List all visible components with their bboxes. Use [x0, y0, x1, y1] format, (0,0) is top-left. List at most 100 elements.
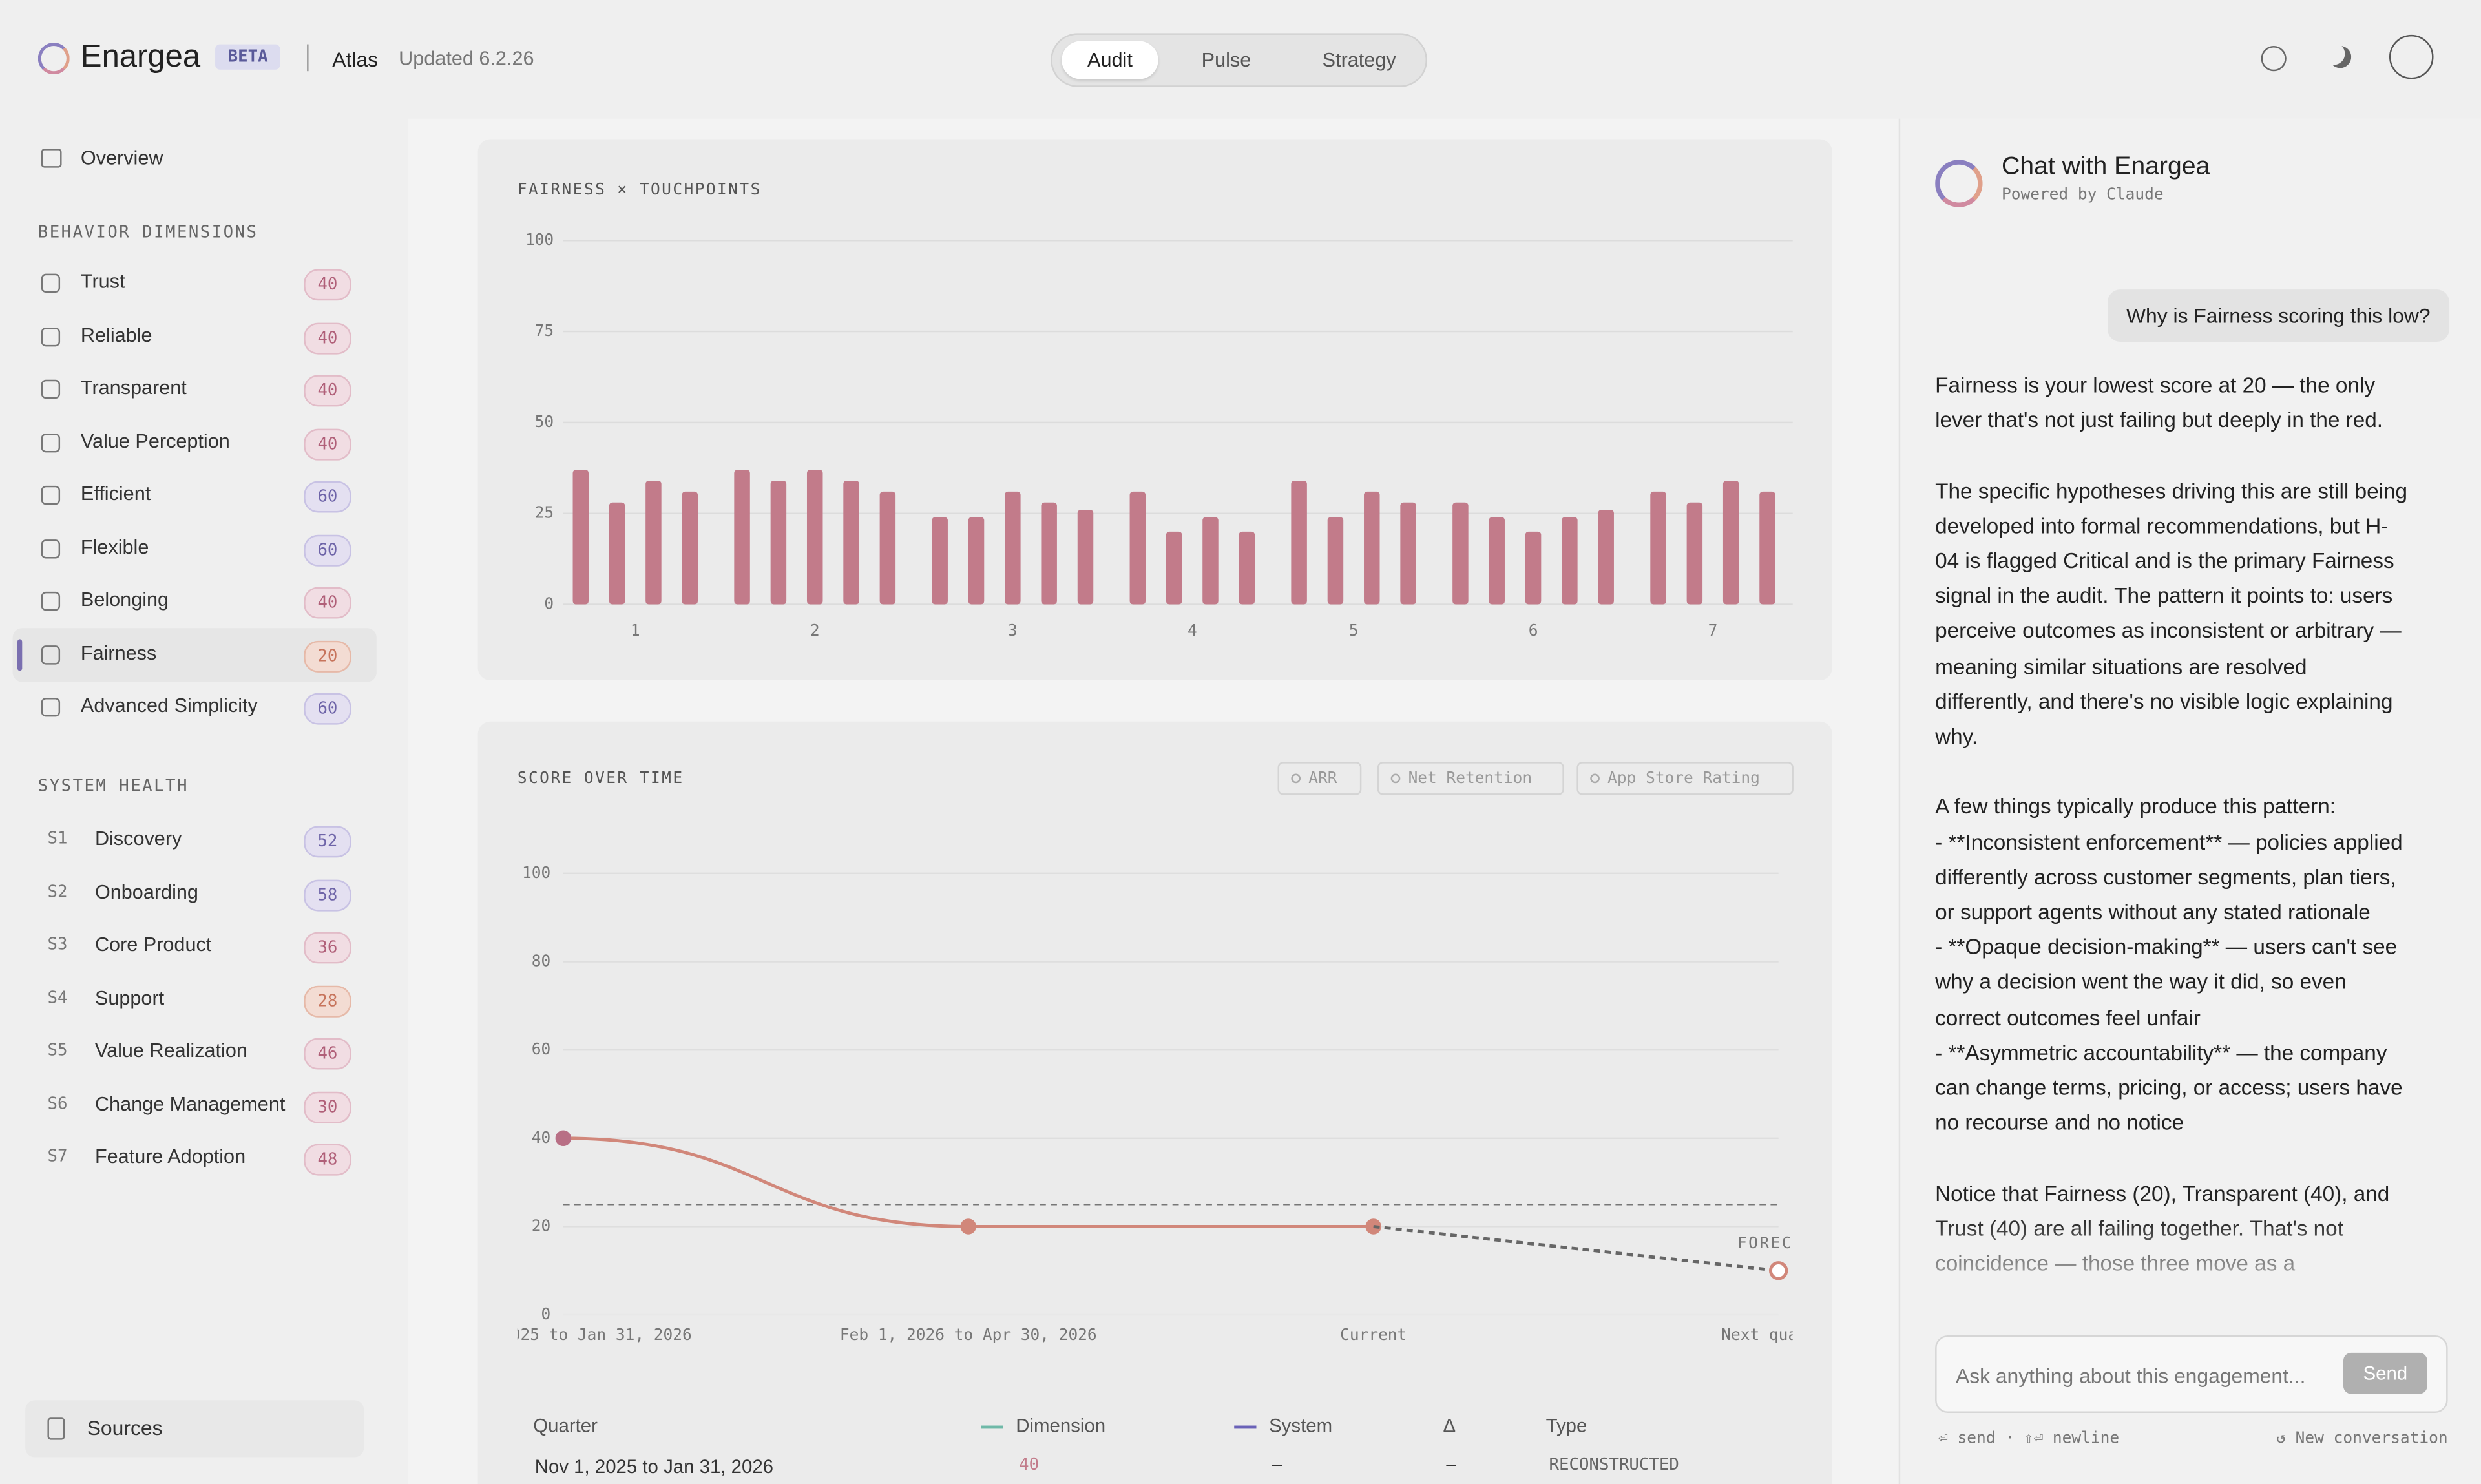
system-name[interactable]: Core Product — [94, 933, 212, 956]
bar — [572, 470, 589, 605]
legend-swatch — [981, 1425, 1003, 1429]
dimension-name[interactable]: Belonging — [80, 589, 169, 611]
answer-paragraph: The specific hypotheses driving this are… — [1935, 479, 2408, 749]
system-name[interactable]: Value Realization — [94, 1039, 247, 1062]
x-tick-label: Feb 1, 2026 to Apr 30, 2026 — [840, 1325, 1097, 1344]
x-tick-label: 5 — [1349, 621, 1359, 640]
dimension-name[interactable]: Transparent — [80, 376, 187, 399]
score-badge: 46 — [304, 1038, 351, 1070]
score-badge: 40 — [304, 322, 351, 354]
system-name[interactable]: Support — [94, 986, 165, 1009]
x-tick-label: Next quarter — [1721, 1325, 1836, 1344]
dimension-icon — [41, 485, 61, 505]
sources-button[interactable] — [25, 1400, 364, 1458]
y-tick-label: 100 — [525, 230, 554, 249]
score-badge: 20 — [304, 640, 351, 672]
table-cell: Nov 1, 2025 to Jan 31, 2026 — [534, 1456, 774, 1478]
score-badge: 60 — [304, 481, 351, 513]
x-tick-label: 6 — [1529, 621, 1538, 640]
legend-dot — [1390, 773, 1401, 784]
score-badge: 40 — [304, 375, 351, 407]
sidebar: Overview BEHAVIOR DIMENSIONS Trust 40 Reliab… — [0, 119, 408, 1484]
system-code: S6 — [47, 1094, 68, 1113]
tab[interactable]: Strategy — [1322, 48, 1396, 72]
dimension-name[interactable]: Trust — [80, 270, 125, 293]
chart-title: FAIRNESS × TOUCHPOINTS — [518, 180, 762, 198]
point — [555, 1130, 572, 1147]
y-tick-label: 75 — [535, 321, 554, 340]
tab-bar: Audit Pulse Strategy — [1051, 33, 1427, 87]
answer-paragraph: Fairness is your lowest score at 20 — th… — [1935, 373, 2383, 433]
send-button[interactable]: Send — [2343, 1352, 2427, 1394]
score-badge: 40 — [304, 269, 351, 301]
system-name[interactable]: Change Management — [94, 1092, 286, 1115]
dimension-name[interactable]: Fairness — [80, 642, 157, 664]
legend-dot — [1590, 773, 1600, 784]
system-name[interactable]: Discovery — [94, 827, 182, 850]
line-card — [477, 721, 1832, 1484]
score-badge: 48 — [304, 1144, 351, 1176]
y-tick-label: 0 — [544, 594, 554, 613]
score-badge: 52 — [304, 826, 351, 858]
tab[interactable]: Audit — [1062, 41, 1158, 79]
section-heading: SYSTEM HEALTH — [37, 777, 189, 796]
project: Atlas — [332, 47, 379, 72]
beta-badge: BETA — [215, 44, 281, 70]
y-tick-label: 80 — [532, 951, 550, 970]
dimension-name[interactable]: Efficient — [80, 482, 151, 505]
y-tick-label: 50 — [535, 412, 554, 431]
chat-subtitle: Powered by Claude — [2001, 186, 2164, 204]
tab[interactable]: Pulse — [1201, 48, 1251, 72]
bar — [609, 502, 625, 605]
chart-title: SCORE OVER TIME — [518, 768, 684, 787]
score-badge: 36 — [304, 932, 351, 964]
answer-paragraph: Notice that Fairness (20), Transparent (… — [1935, 1181, 2390, 1275]
dimension-icon — [41, 432, 61, 452]
dimension-icon — [41, 591, 61, 611]
table-cell: — — [1446, 1456, 1456, 1475]
dimension-icon — [41, 538, 61, 558]
score-badge: 40 — [304, 587, 351, 619]
nav-icon — [41, 149, 62, 168]
bar — [1041, 502, 1057, 605]
system-name[interactable]: Feature Adoption — [94, 1145, 246, 1168]
y-tick-label: 20 — [532, 1216, 550, 1235]
bar — [645, 481, 662, 605]
y-tick-label: 40 — [532, 1128, 550, 1147]
score-badge: 60 — [304, 534, 351, 566]
bar — [1077, 510, 1094, 605]
bar — [1489, 517, 1505, 605]
x-tick-label: 3 — [1008, 621, 1018, 640]
nav-item[interactable]: Overview — [80, 147, 163, 170]
avatar[interactable] — [2389, 34, 2434, 79]
legend-label: ARR — [1308, 768, 1337, 787]
bar — [1525, 531, 1542, 605]
bar — [1327, 517, 1344, 605]
x-tick-label: 7 — [1708, 621, 1718, 640]
legend-label: Net Retention — [1408, 768, 1533, 787]
table: Quarter Dimension System Δ Type Nov 1, 2025 t… — [478, 1400, 1832, 1484]
dimension-name[interactable]: Flexible — [80, 535, 149, 558]
system-code: S4 — [47, 988, 68, 1007]
dimension-name[interactable]: Reliable — [80, 323, 152, 346]
system-name[interactable]: Onboarding — [94, 880, 198, 903]
system-code: S2 — [47, 882, 68, 901]
bar — [1562, 517, 1578, 605]
theme-icon[interactable] — [2329, 46, 2351, 68]
palette-icon[interactable] — [2261, 46, 2287, 72]
bar — [1239, 531, 1255, 605]
score-badge: 60 — [304, 693, 351, 725]
new-conversation[interactable]: ↺ New conversation — [2276, 1430, 2448, 1448]
dimension-name[interactable]: Value Perception — [80, 429, 230, 452]
x-tick-label: 2 — [810, 621, 820, 640]
x-tick-label: Nov 1, 2025 to Jan 31, 2026 — [435, 1325, 692, 1344]
score-badge: 28 — [304, 985, 351, 1017]
bar — [1722, 481, 1739, 605]
dimension-name[interactable]: Advanced Simplicity — [80, 695, 258, 717]
system-code: S7 — [47, 1147, 68, 1166]
bar — [843, 481, 859, 605]
input-placeholder: Ask anything about this engagement... — [1955, 1364, 2306, 1388]
score-badge: 58 — [304, 879, 351, 911]
bar — [1759, 491, 1775, 605]
